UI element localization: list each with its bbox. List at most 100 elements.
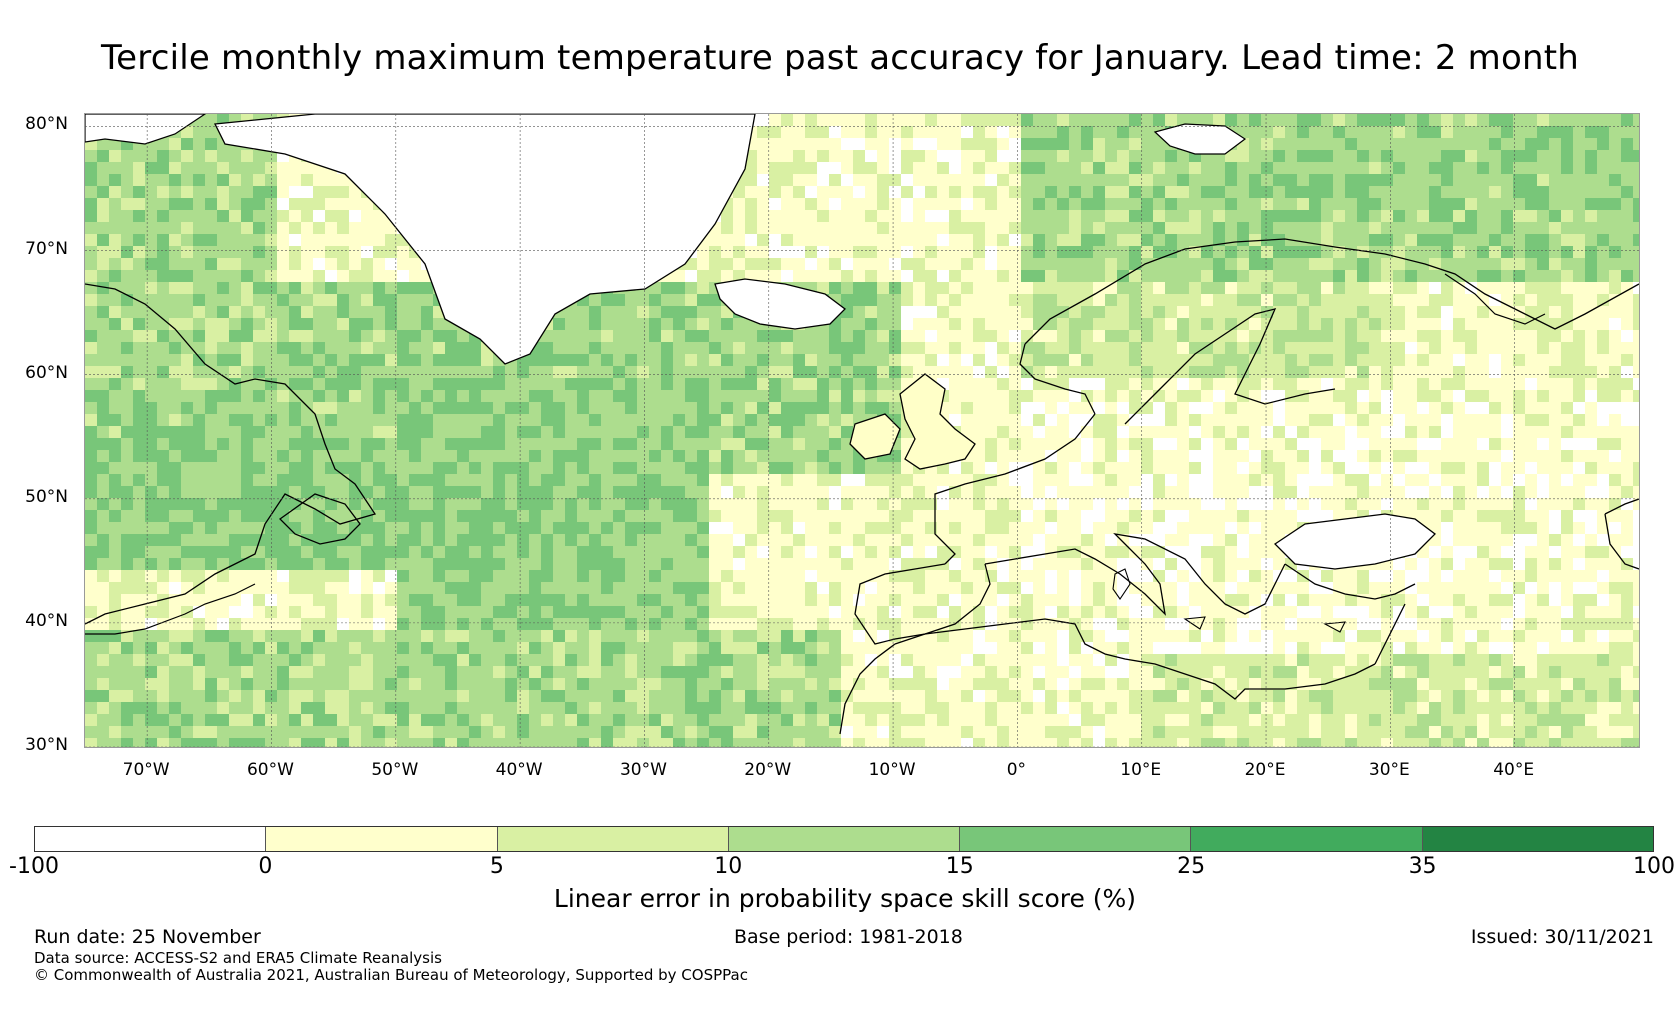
- skill-cell: [1273, 318, 1285, 330]
- skill-cell: [1129, 186, 1141, 198]
- skill-cell: [889, 390, 901, 402]
- skill-cell: [865, 390, 877, 402]
- skill-cell: [1141, 342, 1153, 354]
- skill-cell: [193, 438, 205, 450]
- skill-cell: [325, 186, 337, 198]
- skill-cell: [205, 438, 217, 450]
- skill-cell: [853, 258, 865, 270]
- skill-cell: [1225, 522, 1237, 534]
- skill-cell: [253, 342, 265, 354]
- skill-cell: [469, 426, 481, 438]
- skill-cell: [205, 330, 217, 342]
- skill-cell: [1465, 258, 1477, 270]
- skill-cell: [313, 270, 325, 282]
- skill-cell: [1441, 306, 1453, 318]
- skill-cell: [949, 522, 961, 534]
- skill-cell: [1489, 390, 1501, 402]
- skill-cell: [169, 390, 181, 402]
- skill-cell: [925, 306, 937, 318]
- skill-cell: [1561, 150, 1573, 162]
- skill-cell: [733, 570, 745, 582]
- skill-cell: [1069, 438, 1081, 450]
- skill-cell: [1249, 210, 1261, 222]
- skill-cell: [1525, 342, 1537, 354]
- skill-cell: [1213, 342, 1225, 354]
- skill-cell: [1285, 378, 1297, 390]
- skill-cell: [1357, 222, 1369, 234]
- skill-cell: [709, 246, 721, 258]
- skill-cell: [409, 402, 421, 414]
- skill-cell: [577, 498, 589, 510]
- skill-cell: [1525, 534, 1537, 546]
- skill-cell: [721, 510, 733, 522]
- skill-cell: [1261, 546, 1273, 558]
- skill-cell: [625, 546, 637, 558]
- skill-cell: [937, 354, 949, 366]
- skill-cell: [1441, 426, 1453, 438]
- skill-cell: [517, 390, 529, 402]
- skill-cell: [1393, 306, 1405, 318]
- skill-cell: [829, 282, 841, 294]
- skill-cell: [673, 474, 685, 486]
- skill-cell: [121, 294, 133, 306]
- skill-cell: [553, 558, 565, 570]
- skill-cell: [1477, 294, 1489, 306]
- skill-cell: [1081, 390, 1093, 402]
- skill-cell: [1429, 558, 1441, 570]
- skill-cell: [685, 498, 697, 510]
- skill-cell: [985, 438, 997, 450]
- skill-cell: [157, 174, 169, 186]
- skill-cell: [805, 390, 817, 402]
- skill-cell: [937, 222, 949, 234]
- skill-cell: [841, 522, 853, 534]
- skill-cell: [1093, 534, 1105, 546]
- skill-cell: [469, 462, 481, 474]
- skill-cell: [949, 342, 961, 354]
- skill-cell: [1549, 486, 1561, 498]
- skill-cell: [637, 570, 649, 582]
- skill-cell: [1153, 114, 1165, 126]
- skill-cell: [649, 390, 661, 402]
- skill-cell: [325, 474, 337, 486]
- skill-cell: [817, 138, 829, 150]
- skill-cell: [1621, 198, 1633, 210]
- skill-cell: [805, 450, 817, 462]
- skill-cell: [409, 498, 421, 510]
- skill-cell: [205, 426, 217, 438]
- skill-cell: [973, 294, 985, 306]
- skill-cell: [289, 426, 301, 438]
- skill-cell: [1477, 354, 1489, 366]
- skill-cell: [1441, 354, 1453, 366]
- skill-cell: [1441, 390, 1453, 402]
- skill-cell: [157, 366, 169, 378]
- skill-cell: [1381, 162, 1393, 174]
- skill-cell: [1489, 330, 1501, 342]
- skill-cell: [985, 186, 997, 198]
- skill-cell: [601, 318, 613, 330]
- skill-cell: [913, 186, 925, 198]
- skill-cell: [1093, 246, 1105, 258]
- skill-cell: [1057, 246, 1069, 258]
- skill-cell: [1153, 546, 1165, 558]
- skill-cell: [1369, 222, 1381, 234]
- skill-cell: [361, 258, 373, 270]
- skill-cell: [781, 114, 793, 126]
- skill-cell: [421, 510, 433, 522]
- skill-cell: [157, 414, 169, 426]
- skill-cell: [625, 318, 637, 330]
- skill-cell: [721, 486, 733, 498]
- skill-cell: [1465, 198, 1477, 210]
- skill-cell: [673, 510, 685, 522]
- skill-cell: [1033, 342, 1045, 354]
- skill-cell: [1609, 426, 1621, 438]
- skill-cell: [1261, 510, 1273, 522]
- skill-cell: [1501, 318, 1513, 330]
- skill-cell: [1489, 114, 1501, 126]
- skill-cell: [1429, 342, 1441, 354]
- skill-cell: [505, 450, 517, 462]
- skill-cell: [1345, 402, 1357, 414]
- skill-cell: [505, 462, 517, 474]
- skill-cell: [1309, 462, 1321, 474]
- skill-cell: [1273, 510, 1285, 522]
- skill-cell: [1333, 450, 1345, 462]
